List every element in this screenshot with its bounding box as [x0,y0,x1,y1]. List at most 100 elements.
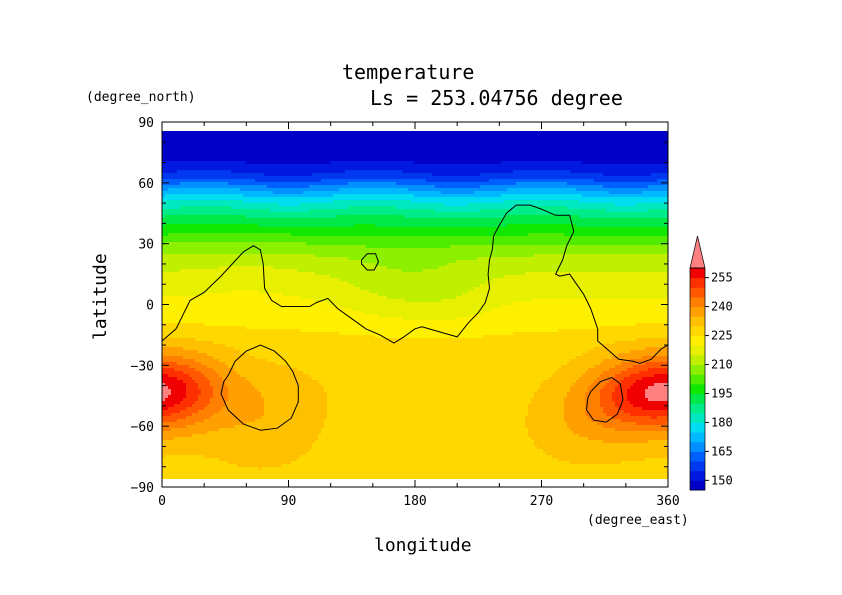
heat-cell [192,404,196,408]
heat-cell [171,401,175,405]
heat-cell [174,443,178,447]
heat-cell [171,446,175,450]
heat-cell [213,296,217,300]
heat-cell [195,200,199,204]
heat-cell [204,230,208,234]
heat-cell [189,362,193,366]
heat-cell [186,329,190,333]
heat-cell [192,464,196,468]
heat-cell [192,194,196,198]
heat-cell [174,179,178,183]
heat-cell [180,353,184,357]
heat-cell [195,140,199,144]
heat-cell [192,236,196,240]
heat-cell [192,143,196,147]
heat-cell [180,308,184,312]
heat-cell [165,164,169,168]
heat-cell [183,467,187,471]
heat-cell [171,245,175,249]
heat-cell [165,380,169,384]
heat-cell [168,308,172,312]
heat-cell [183,269,187,273]
heat-cell [162,398,166,402]
heat-cell [195,158,199,162]
heat-cell [189,218,193,222]
heat-cell [210,344,214,348]
heat-cell [186,425,190,429]
heat-cell [168,416,172,420]
heat-cell [180,197,184,201]
heat-cell [213,143,217,147]
heat-cell [189,140,193,144]
heat-cell [183,395,187,399]
heat-cell [201,437,205,441]
heat-cell [168,218,172,222]
heat-cell [180,362,184,366]
heat-cell [168,293,172,297]
heat-cell [177,422,181,426]
heat-cell [180,242,184,246]
heat-cell [198,224,202,228]
heat-cell [213,368,217,372]
heat-cell [165,278,169,282]
heat-cell [213,326,217,330]
heat-cell [210,188,214,192]
heat-cell [177,461,181,465]
heat-cell [204,191,208,195]
heat-cell [195,161,199,165]
heat-cell [198,149,202,153]
heat-cell [204,182,208,186]
heat-cell [174,314,178,318]
heat-cell [213,164,217,168]
heat-cell [174,323,178,327]
heat-cell [180,173,184,177]
heat-cell [201,197,205,201]
heat-cell [174,206,178,210]
heat-cell [183,374,187,378]
heat-cell [213,353,217,357]
heat-cell [201,236,205,240]
heat-cell [195,149,199,153]
heat-cell [165,287,169,291]
heat-cell [177,326,181,330]
heat-cell [165,158,169,162]
heat-cell [216,176,220,180]
heat-cell [186,245,190,249]
heat-cell [213,242,217,246]
heat-cell [171,260,175,264]
heat-cell [168,215,172,219]
heat-cell [195,392,199,396]
heat-cell [201,290,205,294]
heat-cell [201,173,205,177]
heat-cell [192,173,196,177]
heat-cell [207,224,211,228]
heat-cell [177,167,181,171]
heat-cell [171,320,175,324]
heat-cell [174,308,178,312]
heat-cell [213,212,217,216]
heat-cell [213,284,217,288]
heat-cell [195,263,199,267]
heat-cell [195,299,199,303]
heat-cell [201,167,205,171]
heat-cell [198,167,202,171]
heat-cell [201,416,205,420]
heat-cell [168,383,172,387]
heat-cell [198,182,202,186]
heat-cell [198,338,202,342]
heat-cell [180,161,184,165]
heat-cell [189,149,193,153]
heat-cell [195,251,199,255]
heat-cell [213,407,217,411]
heat-cell [168,404,172,408]
heat-cell [198,137,202,141]
heat-cell [174,311,178,315]
heat-cell [186,362,190,366]
heat-cell [183,365,187,369]
heat-cell [162,263,166,267]
heat-cell [189,185,193,189]
heat-cell [168,419,172,423]
heat-cell [186,344,190,348]
heat-cell [213,371,217,375]
heat-cell [171,344,175,348]
